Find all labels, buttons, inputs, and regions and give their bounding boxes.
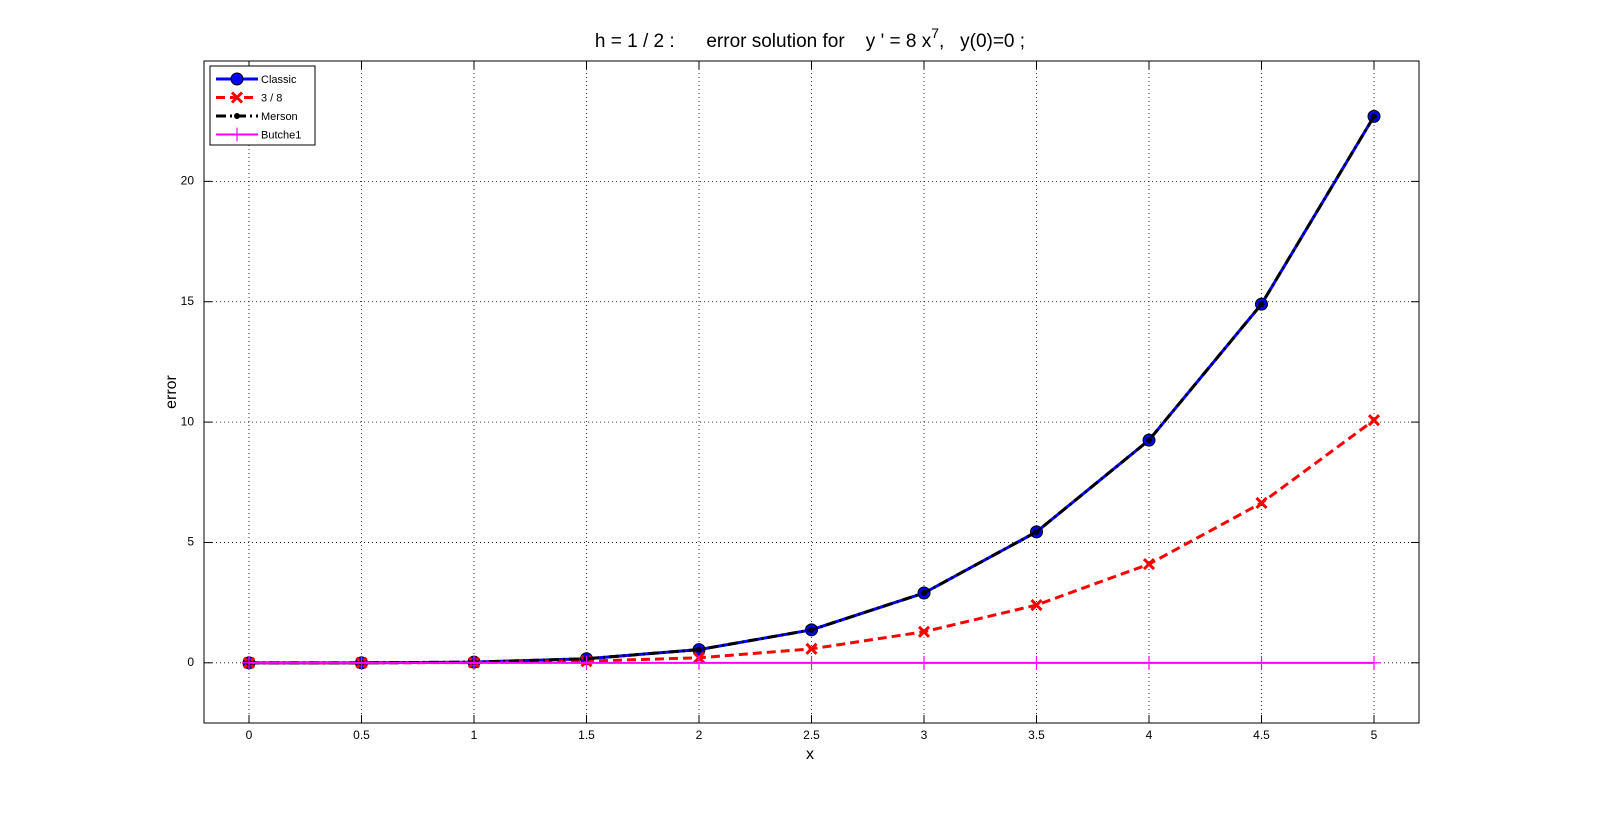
marker-x [1367,414,1381,427]
marker-plus [692,655,706,670]
marker-dot [808,626,815,633]
x-tick-label: 1 [471,728,478,742]
legend-label: Merson [261,111,298,123]
title-end: , y(0)=0 ; [939,31,1025,52]
x-tick-label: 3 [921,728,928,742]
marker-x [1030,598,1043,612]
marker-dot [921,590,927,597]
marker [917,625,931,638]
marker-plus [804,655,819,670]
x-tick-label: 2 [696,728,703,742]
marker-circle [230,72,244,86]
marker [1367,655,1381,670]
marker-plus [354,655,369,670]
x-tick-label: 3.5 [1028,728,1045,742]
plot-frame [203,60,1420,724]
marker [921,590,927,597]
marker [230,91,244,104]
marker [805,642,818,655]
legend-label: Classic [261,74,297,86]
marker-x [917,625,931,638]
marker-plus [1254,655,1269,670]
x-axis-label: x [806,746,814,763]
marker [804,655,819,670]
marker [230,72,244,86]
y-tick-label: 15 [181,294,195,308]
marker-plus [1142,655,1156,670]
marker [1258,301,1265,308]
y-tick-label: 20 [181,174,195,188]
legend-label: 3 / 8 [261,92,282,104]
marker [1371,113,1377,120]
legend-label: Butche1 [261,129,301,141]
y-axis-label: error [163,374,180,408]
marker [1255,496,1268,510]
marker-plus [1367,655,1381,670]
legend: Classic 3 / 8 Merson Butche1 [209,65,316,146]
marker [467,655,481,670]
y-tick-label: 5 [187,535,194,549]
marker [808,626,815,633]
marker-dot [1371,113,1377,120]
x-tick-label: 2.5 [803,728,820,742]
marker [354,655,369,670]
marker [1254,655,1269,670]
marker-plus [1029,655,1044,670]
marker-dot [1146,437,1152,444]
marker [1367,414,1381,427]
x-tick-label: 0 [246,728,253,742]
title-main: h = 1 / 2 : error solution for y ' = 8 x [595,31,932,52]
marker [1142,558,1156,571]
marker-plus [579,655,594,670]
marker [1029,655,1044,670]
marker [1033,528,1040,535]
y-tick-label: 10 [181,414,195,428]
marker [1146,437,1152,444]
marker [234,113,240,119]
marker-dot [1258,301,1265,308]
marker [242,655,256,670]
x-tick-label: 1.5 [578,728,595,742]
marker-x [1142,558,1156,571]
marker-x [230,91,244,104]
x-tick-label: 0.5 [353,728,370,742]
x-tick-label: 4 [1146,728,1153,742]
marker-plus [242,655,256,670]
title-superscript: 7 [931,25,939,41]
marker [696,646,702,653]
marker [230,127,244,142]
marker-x [805,642,818,655]
marker-plus [917,655,931,670]
x-tick-label: 4.5 [1253,728,1270,742]
marker-dot [1033,528,1040,535]
marker [692,655,706,670]
marker [579,655,594,670]
marker-x [1255,496,1268,510]
y-tick-label: 0 [187,655,194,669]
marker-plus [230,127,244,142]
marker-dot [696,646,702,653]
chart-title: h = 1 / 2 : error solution for y ' = 8 x… [595,25,1025,52]
x-tick-label: 5 [1371,728,1378,742]
marker [1142,655,1156,670]
marker [917,655,931,670]
marker-dot [234,113,240,119]
marker-plus [467,655,481,670]
marker [1030,598,1043,612]
